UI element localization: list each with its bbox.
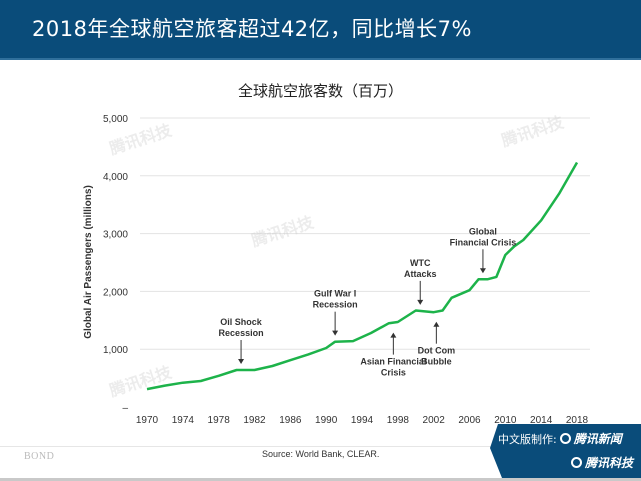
- chart-title: 全球航空旅客数（百万）: [237, 82, 403, 100]
- x-tick-label: 2002: [423, 415, 446, 426]
- page-title: 2018年全球航空旅客超过42亿，同比增长7%: [32, 17, 472, 41]
- svg-text:Asian Financial: Asian Financial: [360, 357, 426, 367]
- badge-line-2: 腾讯科技: [568, 454, 633, 471]
- x-tick-label: 1998: [387, 415, 410, 426]
- x-tick-label: 1994: [351, 415, 374, 426]
- svg-text:WTC: WTC: [410, 258, 431, 268]
- footer-divider: [0, 446, 641, 447]
- y-tick-label: 4,000: [103, 172, 128, 183]
- y-tick-label: 5,000: [103, 114, 128, 125]
- svg-text:Recession: Recession: [219, 328, 264, 338]
- y-tick-label: 1,000: [103, 345, 128, 356]
- tencent-logo-icon: [570, 457, 582, 468]
- badge-brand-tech: 腾讯科技: [584, 456, 633, 470]
- tencent-logo-icon: [559, 433, 571, 444]
- passenger-line: [146, 161, 579, 391]
- y-axis-label: Global Air Passengers (millions): [83, 185, 94, 339]
- y-tick-label: 2,000: [103, 287, 128, 298]
- svg-text:Recession: Recession: [313, 300, 358, 310]
- x-tick-label: 1982: [243, 415, 266, 426]
- x-tick-label: 2010: [494, 415, 517, 426]
- svg-text:Attacks: Attacks: [404, 269, 437, 279]
- x-tick-label: 1978: [208, 415, 231, 426]
- svg-text:Global: Global: [469, 226, 497, 236]
- svg-text:Financial Crisis: Financial Crisis: [450, 237, 517, 247]
- svg-text:Dot Com: Dot Com: [418, 346, 456, 356]
- svg-text:Oil Shock: Oil Shock: [220, 317, 263, 327]
- y-tick-label: –: [122, 403, 128, 414]
- svg-text:Crisis: Crisis: [381, 368, 406, 378]
- source-note: Source: World Bank, CLEAR.: [262, 449, 380, 459]
- x-tick-label: 1990: [315, 415, 338, 426]
- badge-brand-news: 腾讯新闻: [573, 432, 622, 446]
- x-tick-label: 1974: [172, 415, 195, 426]
- y-tick-label: 3,000: [103, 230, 128, 241]
- producer-badge: 中文版制作: 腾讯新闻 腾讯科技: [480, 424, 641, 478]
- x-tick-label: 2014: [530, 415, 553, 426]
- x-tick-label: 1986: [279, 415, 302, 426]
- svg-text:Gulf War I: Gulf War I: [314, 289, 356, 299]
- x-tick-label: 2006: [458, 415, 481, 426]
- footer-bottom-border: [0, 478, 641, 481]
- x-tick-label: 1970: [136, 415, 159, 426]
- svg-text:Bubble: Bubble: [421, 357, 452, 367]
- header-banner: 2018年全球航空旅客超过42亿，同比增长7%: [0, 0, 641, 60]
- brand-logo: BOND: [24, 451, 55, 462]
- x-tick-label: 2018: [566, 415, 589, 426]
- badge-prefix: 中文版制作:: [498, 433, 557, 446]
- badge-line-1: 中文版制作: 腾讯新闻: [498, 430, 622, 447]
